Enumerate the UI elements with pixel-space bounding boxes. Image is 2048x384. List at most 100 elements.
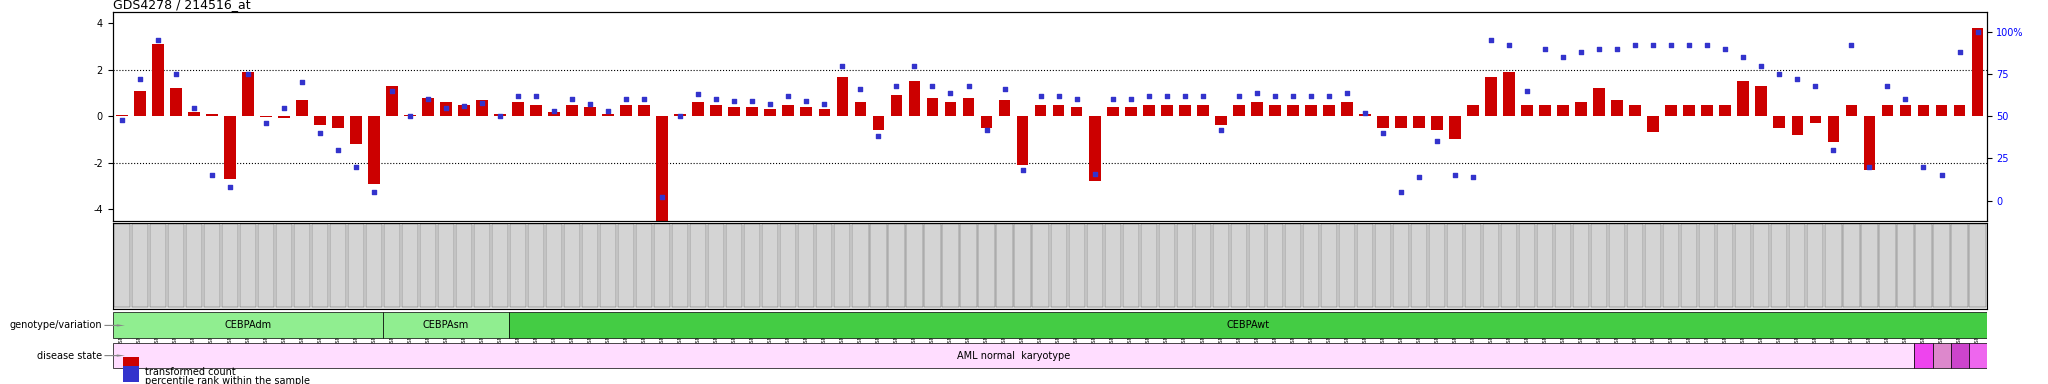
Bar	[1196, 104, 1208, 116]
Bar	[1450, 116, 1460, 139]
Point	[682, 91, 715, 97]
FancyBboxPatch shape	[799, 224, 815, 307]
Point	[340, 164, 373, 170]
Point	[1077, 170, 1110, 177]
Bar	[1395, 116, 1407, 128]
Bar	[350, 116, 362, 144]
FancyBboxPatch shape	[1051, 224, 1067, 307]
Point	[700, 96, 733, 103]
Bar	[1376, 116, 1389, 128]
Bar	[1124, 107, 1137, 116]
FancyBboxPatch shape	[1249, 224, 1266, 307]
FancyBboxPatch shape	[1896, 224, 1913, 307]
FancyBboxPatch shape	[150, 224, 166, 307]
Bar	[639, 104, 649, 116]
Point	[1817, 147, 1849, 153]
FancyBboxPatch shape	[348, 224, 365, 307]
Bar	[1702, 104, 1712, 116]
Bar	[188, 111, 199, 116]
Text: CEBPAwt: CEBPAwt	[1227, 320, 1270, 331]
FancyBboxPatch shape	[1339, 224, 1356, 307]
Point	[1493, 42, 1526, 48]
Point	[772, 93, 805, 99]
Point	[610, 96, 643, 103]
Bar	[692, 102, 705, 116]
Bar	[1647, 116, 1659, 132]
Point	[1962, 29, 1995, 35]
Point	[1872, 83, 1905, 89]
FancyBboxPatch shape	[1772, 224, 1788, 307]
Point	[952, 83, 985, 89]
Bar	[1972, 28, 1982, 116]
FancyBboxPatch shape	[240, 224, 256, 307]
FancyBboxPatch shape	[889, 224, 905, 307]
Bar	[944, 102, 956, 116]
Bar	[1810, 116, 1821, 123]
Bar	[1935, 104, 1948, 116]
Bar	[207, 114, 217, 116]
Point	[1438, 172, 1470, 178]
Point	[1186, 93, 1219, 99]
FancyBboxPatch shape	[258, 224, 274, 307]
Point	[141, 37, 174, 43]
Bar	[1432, 116, 1444, 130]
Bar	[1792, 116, 1802, 135]
FancyBboxPatch shape	[1087, 224, 1102, 307]
Bar	[1845, 104, 1858, 116]
FancyBboxPatch shape	[1915, 224, 1931, 307]
Bar	[1485, 77, 1497, 116]
Bar	[422, 98, 434, 116]
Point	[1133, 93, 1165, 99]
Bar	[1503, 72, 1516, 116]
FancyBboxPatch shape	[1178, 224, 1192, 307]
Bar	[1360, 114, 1370, 116]
Bar	[1774, 116, 1786, 128]
Bar	[1413, 116, 1425, 128]
FancyBboxPatch shape	[1014, 224, 1030, 307]
FancyBboxPatch shape	[1933, 224, 1950, 307]
Point	[539, 108, 571, 114]
Bar	[279, 116, 289, 119]
FancyBboxPatch shape	[852, 224, 868, 307]
Bar	[242, 72, 254, 116]
Text: GDS4278 / 214516_at: GDS4278 / 214516_at	[113, 0, 250, 12]
Point	[1167, 93, 1200, 99]
FancyBboxPatch shape	[743, 224, 760, 307]
FancyBboxPatch shape	[1358, 224, 1372, 307]
FancyBboxPatch shape	[1610, 224, 1626, 307]
FancyBboxPatch shape	[330, 224, 346, 307]
Bar	[1630, 104, 1640, 116]
FancyBboxPatch shape	[438, 224, 455, 307]
Point	[285, 79, 317, 86]
FancyBboxPatch shape	[1645, 224, 1661, 307]
Point	[1384, 189, 1417, 195]
Point	[412, 96, 444, 103]
FancyBboxPatch shape	[1284, 224, 1300, 307]
Bar	[383, 313, 510, 338]
Text: transformed count: transformed count	[145, 367, 236, 377]
FancyBboxPatch shape	[1483, 224, 1499, 307]
Point	[1546, 54, 1579, 60]
FancyBboxPatch shape	[276, 224, 293, 307]
Bar	[1090, 116, 1100, 181]
Point	[1006, 167, 1038, 173]
Point	[303, 130, 336, 136]
FancyBboxPatch shape	[1464, 224, 1481, 307]
FancyBboxPatch shape	[942, 224, 958, 307]
Point	[629, 96, 662, 103]
FancyBboxPatch shape	[1141, 224, 1157, 307]
Bar	[836, 77, 848, 116]
Point	[645, 194, 678, 200]
Bar	[113, 313, 383, 338]
Bar	[512, 102, 524, 116]
Point	[1565, 49, 1597, 55]
Bar	[1612, 100, 1622, 116]
Bar	[549, 111, 559, 116]
Point	[1925, 172, 1958, 178]
Bar	[1954, 104, 1966, 116]
Point	[719, 98, 752, 104]
Point	[1708, 46, 1741, 52]
FancyBboxPatch shape	[1104, 224, 1120, 307]
FancyBboxPatch shape	[1663, 224, 1679, 307]
Point	[1763, 71, 1796, 77]
